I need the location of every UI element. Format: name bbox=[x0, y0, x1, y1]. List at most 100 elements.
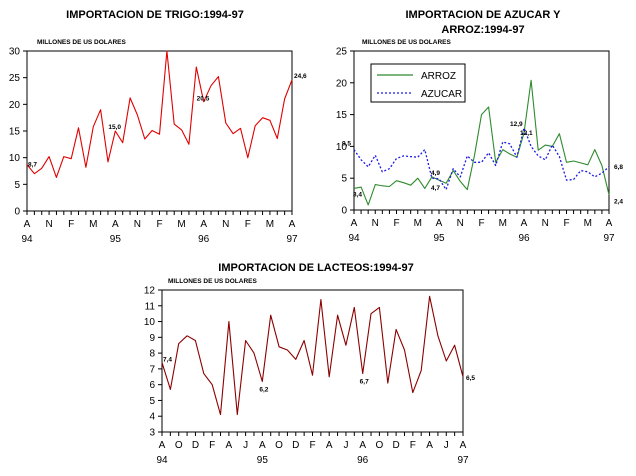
chart-title: IMPORTACION DE LACTEOS:1994-97 bbox=[218, 262, 413, 274]
x-tick-label: D bbox=[292, 440, 299, 451]
x-tick-label: O bbox=[275, 440, 283, 451]
x-tick-label: F bbox=[156, 219, 162, 230]
y-axis-unit-label: MILLONES DE US DOLARES bbox=[37, 39, 127, 46]
y-tick-label: 10 bbox=[336, 142, 348, 153]
y-tick-label: 30 bbox=[9, 47, 21, 58]
x-tick-label: M bbox=[89, 219, 97, 230]
x-year-label: 97 bbox=[286, 234, 298, 245]
y-tick-label: 25 bbox=[336, 47, 348, 58]
legend-box bbox=[370, 63, 466, 103]
x-tick-label: A bbox=[351, 218, 358, 229]
y-tick-label: 11 bbox=[145, 301, 156, 312]
data-label: 4,9 bbox=[431, 170, 440, 177]
series-line-azucar bbox=[353, 127, 610, 191]
y-tick-label: 0 bbox=[14, 207, 20, 218]
x-year-label: 97 bbox=[603, 233, 615, 244]
x-tick-label: A bbox=[359, 440, 366, 451]
x-tick-label: F bbox=[245, 219, 251, 230]
x-tick-label: N bbox=[372, 218, 379, 229]
y-tick-label: 4 bbox=[149, 412, 155, 423]
x-tick-label: A bbox=[521, 218, 528, 229]
data-label: 3,4 bbox=[353, 191, 362, 198]
y-tick-label: 10 bbox=[144, 317, 156, 328]
data-label: 20,5 bbox=[197, 96, 210, 103]
data-label: 6,2 bbox=[259, 387, 268, 394]
y-tick-label: 0 bbox=[341, 206, 347, 217]
data-label: 4,7 bbox=[431, 185, 440, 192]
x-tick-label: F bbox=[68, 219, 74, 230]
x-year-label: 95 bbox=[433, 233, 445, 244]
x-tick-label: M bbox=[499, 218, 507, 229]
data-label: 15,0 bbox=[108, 124, 121, 131]
y-tick-label: 8 bbox=[149, 349, 155, 360]
legend-label-azucar: AZUCAR bbox=[421, 89, 462, 100]
series-line-trigo bbox=[26, 50, 293, 178]
x-tick-label: M bbox=[266, 219, 274, 230]
legend-label-arroz: ARROZ bbox=[421, 71, 456, 82]
x-tick-label: F bbox=[410, 440, 416, 451]
x-tick-label: M bbox=[177, 219, 185, 230]
x-tick-label: N bbox=[457, 218, 464, 229]
y-tick-label: 5 bbox=[14, 180, 20, 191]
x-year-label: 97 bbox=[457, 455, 469, 466]
x-year-label: 94 bbox=[21, 234, 33, 245]
x-tick-label: F bbox=[309, 440, 315, 451]
data-label: 8,7 bbox=[28, 162, 37, 169]
x-tick-label: M bbox=[584, 218, 592, 229]
chart-title-line: ARROZ:1994-97 bbox=[441, 24, 524, 36]
x-year-label: 94 bbox=[348, 233, 360, 244]
x-tick-label: J bbox=[243, 440, 248, 451]
x-tick-label: A bbox=[436, 218, 443, 229]
y-tick-label: 25 bbox=[9, 73, 21, 84]
x-tick-label: A bbox=[159, 440, 166, 451]
data-label: 12,9 bbox=[510, 121, 523, 128]
x-tick-label: O bbox=[175, 440, 183, 451]
y-tick-label: 10 bbox=[9, 153, 21, 164]
plot-frame bbox=[161, 289, 464, 433]
y-tick-label: 20 bbox=[336, 78, 348, 89]
x-year-label: 95 bbox=[257, 455, 269, 466]
series-line-arroz bbox=[353, 79, 610, 206]
x-tick-label: A bbox=[259, 440, 266, 451]
x-tick-label: A bbox=[289, 219, 296, 230]
data-label: 9,5 bbox=[342, 141, 351, 148]
x-tick-label: A bbox=[226, 440, 233, 451]
x-tick-label: N bbox=[45, 219, 52, 230]
y-tick-label: 15 bbox=[336, 110, 348, 121]
y-tick-label: 9 bbox=[149, 333, 155, 344]
x-tick-label: F bbox=[563, 218, 569, 229]
x-tick-label: F bbox=[393, 218, 399, 229]
y-tick-label: 12 bbox=[144, 286, 156, 297]
x-tick-label: N bbox=[134, 219, 141, 230]
x-year-label: 96 bbox=[198, 234, 210, 245]
data-label: 12,1 bbox=[520, 130, 533, 137]
x-tick-label: A bbox=[460, 440, 467, 451]
x-tick-label: J bbox=[444, 440, 449, 451]
data-label: 24,6 bbox=[294, 73, 307, 80]
x-tick-label: F bbox=[478, 218, 484, 229]
y-tick-label: 6 bbox=[149, 380, 155, 391]
chart-lacteos: IMPORTACION DE LACTEOS:1994-97 MILLONES D… bbox=[144, 262, 476, 466]
data-label: 2,4 bbox=[614, 199, 623, 206]
chart-trigo: IMPORTACION DE TRIGO:1994-97 MILLONES DE … bbox=[9, 9, 307, 245]
data-label: 7,4 bbox=[163, 357, 172, 364]
y-axis-unit-label: MILLONES DE US DOLARES bbox=[362, 39, 452, 46]
x-tick-label: A bbox=[426, 440, 433, 451]
x-tick-label: A bbox=[24, 219, 31, 230]
y-tick-label: 20 bbox=[9, 100, 21, 111]
chart-azucar_arroz: IMPORTACION DE AZUCAR Y ARROZ:1994-97 MILL… bbox=[336, 9, 624, 244]
x-tick-label: A bbox=[326, 440, 333, 451]
x-tick-label: O bbox=[375, 440, 383, 451]
data-label: 6,5 bbox=[466, 375, 475, 382]
x-tick-label: J bbox=[343, 440, 348, 451]
x-year-label: 96 bbox=[518, 233, 530, 244]
x-year-label: 96 bbox=[357, 455, 369, 466]
series-line-lacteos bbox=[161, 295, 464, 416]
y-tick-label: 5 bbox=[149, 396, 155, 407]
data-label: 6,8 bbox=[614, 164, 623, 171]
y-tick-label: 7 bbox=[149, 364, 155, 375]
chart-title-line: IMPORTACION DE AZUCAR Y bbox=[405, 9, 561, 21]
y-axis-unit-label: MILLONES DE US DOLARES bbox=[168, 278, 258, 285]
x-tick-label: N bbox=[542, 218, 549, 229]
